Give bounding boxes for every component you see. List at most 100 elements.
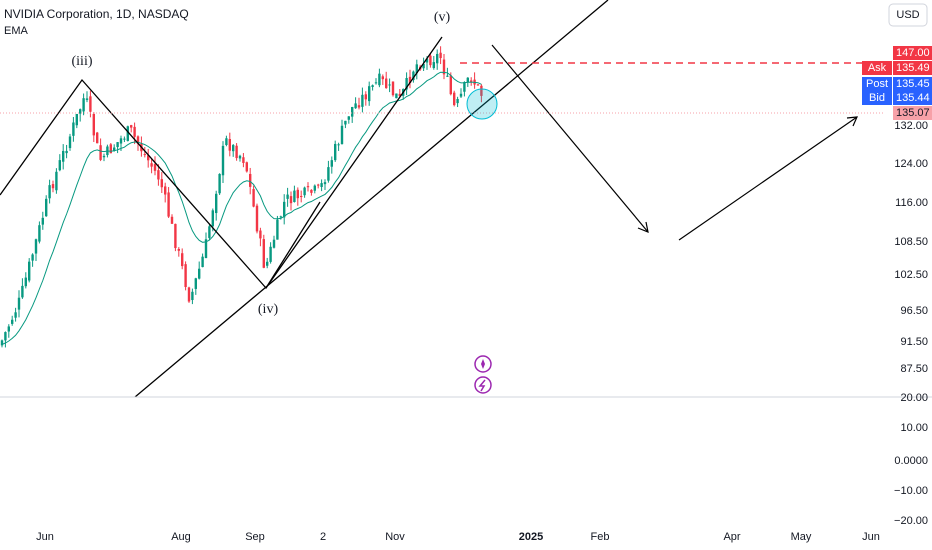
candle-body: [398, 93, 401, 96]
candle-body: [48, 185, 51, 199]
candle-body: [133, 126, 136, 137]
candle-body: [408, 76, 412, 83]
candle-body: [28, 261, 31, 281]
candle-body: [126, 126, 129, 141]
candle-body: [259, 230, 262, 239]
candle-body: [449, 75, 452, 95]
candle-body: [41, 217, 44, 225]
price-tag: [893, 106, 932, 120]
candle-body: [425, 58, 429, 63]
candle-body: [102, 155, 106, 158]
candle-body: [446, 75, 449, 77]
icon-glyph: [478, 379, 486, 392]
candle-body: [442, 59, 446, 75]
candle-body: [215, 193, 218, 214]
candle-body: [191, 291, 194, 301]
candle-body: [211, 210, 214, 227]
price-tick-label: 132.00: [894, 120, 928, 132]
currency-button[interactable]: [888, 3, 928, 27]
candle-body: [116, 142, 119, 148]
price-tag-value: 135.45: [896, 78, 930, 90]
trend-line: [265, 201, 321, 289]
candle-body: [361, 94, 364, 107]
candle-body: [147, 155, 150, 161]
candle-body: [113, 147, 116, 151]
candle-body: [92, 113, 95, 136]
candle-body: [354, 103, 357, 109]
candle-body: [255, 205, 259, 232]
candle-body: [279, 216, 282, 218]
candle-body: [351, 107, 354, 117]
arrow-head: [846, 116, 858, 127]
candle-body: [313, 185, 316, 191]
candle-body: [51, 184, 55, 189]
icon-glyph: [481, 359, 485, 369]
candle-body: [17, 297, 21, 310]
indicator-tick-label: 20.00: [900, 392, 928, 404]
price-tick-label: 102.50: [894, 269, 928, 281]
candle-body: [306, 186, 310, 188]
candle-body: [85, 98, 89, 100]
candle-body: [429, 55, 432, 66]
candle-body: [374, 82, 378, 84]
price-tag-name: [862, 61, 892, 75]
candle-body: [89, 96, 92, 112]
candle-body: [330, 160, 333, 167]
candle-body: [476, 84, 480, 86]
arrow: [678, 116, 858, 241]
icon[interactable]: [474, 376, 492, 394]
wave-label: (v): [434, 10, 451, 25]
candle-body: [334, 143, 337, 161]
candle-body: [201, 256, 204, 268]
candle-body: [181, 253, 184, 267]
candle-body: [123, 138, 126, 140]
indicator-tick-label: 0.0000: [894, 455, 928, 467]
candle-body: [453, 92, 456, 106]
ema-line: [1, 71, 482, 345]
candle-body: [405, 78, 408, 90]
time-tick-label: May: [791, 531, 812, 543]
candle-body: [198, 268, 201, 279]
price-tag-name-label: Post: [866, 78, 888, 90]
candle-body: [344, 120, 347, 125]
candle-body: [357, 105, 361, 108]
candle-body: [340, 125, 344, 145]
candle-body: [388, 84, 391, 86]
candle-body: [21, 285, 24, 298]
candle-body: [194, 278, 197, 289]
candle-body: [221, 145, 225, 176]
candle-body: [327, 167, 330, 181]
candle-body: [130, 125, 133, 128]
candle-body: [31, 254, 34, 261]
highlight-circle: [466, 88, 498, 120]
candle-body: [164, 186, 167, 195]
candle-body: [242, 157, 245, 163]
time-tick-label: Feb: [591, 531, 610, 543]
candle-body: [157, 170, 160, 180]
candle-body: [368, 86, 371, 102]
price-tag-value: 135.49: [896, 62, 930, 74]
wave-label: (iv): [258, 302, 279, 317]
time-tick-label: Apr: [723, 531, 740, 543]
time-tick-label: Jun: [36, 531, 54, 543]
candle-body: [466, 77, 469, 83]
currency-label: USD: [896, 9, 919, 21]
wave-label: (iii): [72, 54, 93, 69]
candle-body: [96, 132, 99, 144]
candle-body: [459, 93, 463, 97]
price-tick-label: 91.50: [900, 336, 928, 348]
candle-body: [262, 239, 265, 268]
price-tag-value: 135.07: [896, 107, 930, 119]
candle-body: [167, 192, 170, 217]
candle-body: [303, 187, 306, 196]
indicator-tick-label: −10.00: [894, 485, 928, 497]
candle-body: [283, 201, 286, 218]
candle-body: [14, 312, 17, 318]
candle-body: [75, 113, 78, 126]
price-tick-label: 124.00: [894, 158, 928, 170]
candle-body: [235, 145, 238, 159]
time-tick-label: Aug: [171, 531, 191, 543]
candle-body: [317, 184, 320, 186]
candle-body: [463, 82, 466, 92]
